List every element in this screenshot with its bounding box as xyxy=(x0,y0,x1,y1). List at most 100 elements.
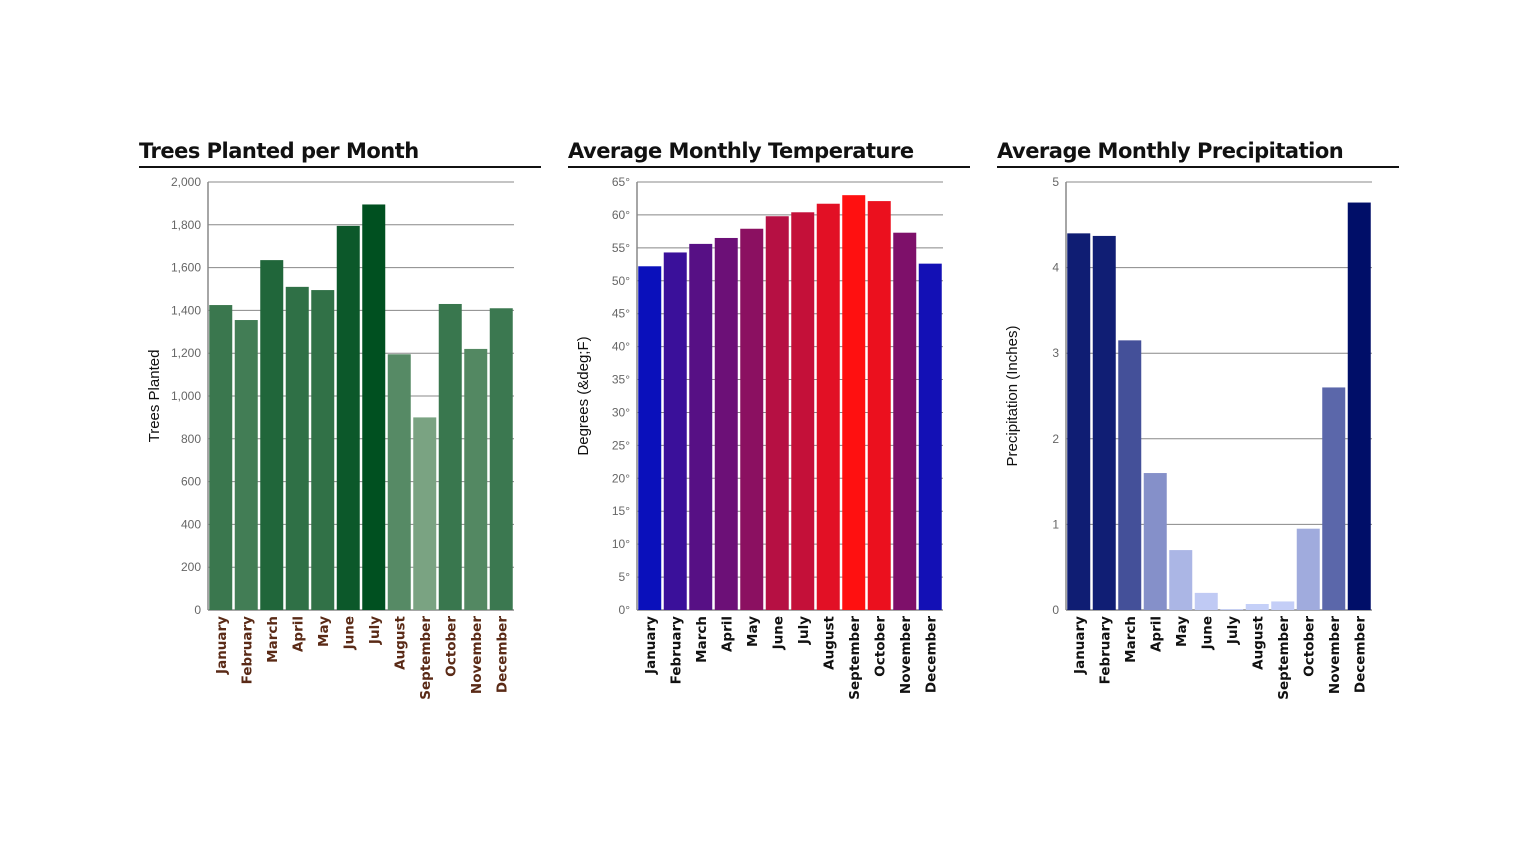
y-tick-label: 0 xyxy=(194,603,201,617)
x-tick-label: April xyxy=(290,616,306,652)
bar-december xyxy=(918,263,942,610)
trees-chart-panel: Trees Planted per Month 0 200 400 600 800 1,0… xyxy=(139,138,541,708)
y-tick-label: 65° xyxy=(612,175,630,189)
x-tick-label: August xyxy=(821,615,837,669)
y-axis-label: Degrees (&deg;F) xyxy=(575,336,592,455)
x-tick-label: January xyxy=(1072,616,1088,675)
x-tick-label: September xyxy=(418,616,434,700)
x-tick-label: June xyxy=(770,616,786,650)
bar-july xyxy=(1220,609,1244,610)
y-tick-label: 1,400 xyxy=(171,303,201,317)
y-tick-label: 2 xyxy=(1052,432,1059,446)
y-tick-label: 1,800 xyxy=(171,218,201,232)
x-tick-label: December xyxy=(494,616,510,693)
x-tick-label: May xyxy=(1174,616,1190,647)
x-tick-label: July xyxy=(796,616,812,645)
bar-august xyxy=(1245,604,1269,610)
bar-october xyxy=(1296,528,1320,610)
y-tick-label: 0 xyxy=(1052,603,1059,617)
bar-june xyxy=(1194,592,1218,610)
x-tick-label: June xyxy=(1199,616,1215,650)
x-tick-label: October xyxy=(443,616,459,677)
x-tick-label: April xyxy=(719,616,735,652)
y-tick-label: 600 xyxy=(181,475,201,489)
y-tick-label: 45° xyxy=(612,307,630,321)
bar-may xyxy=(311,290,335,610)
x-tick-label: January xyxy=(643,616,659,675)
y-tick-label: 10° xyxy=(612,537,630,551)
bar-february xyxy=(663,252,687,610)
bar-september xyxy=(413,417,437,610)
x-tick-label: November xyxy=(1327,616,1343,694)
y-tick-label: 55° xyxy=(612,241,630,255)
y-tick-label: 2,000 xyxy=(171,175,201,189)
bar-february xyxy=(1092,235,1116,610)
y-tick-label: 0° xyxy=(619,603,631,617)
bar-september xyxy=(1271,601,1295,610)
title-underline xyxy=(997,166,1399,168)
bar-july xyxy=(362,204,386,610)
bar-december xyxy=(489,308,513,610)
bar-february xyxy=(234,320,258,610)
bar-march xyxy=(689,243,713,610)
bar-january xyxy=(209,305,233,610)
x-tick-label: August xyxy=(392,615,408,669)
bar-june xyxy=(765,216,789,611)
x-tick-label: June xyxy=(341,616,357,650)
x-tick-label: March xyxy=(265,616,281,663)
bar-march xyxy=(1118,340,1142,610)
bar-october xyxy=(867,201,891,610)
y-tick-label: 200 xyxy=(181,560,201,574)
precipitation-chart-panel: Average Monthly Precipitation 0 1 2 3 4 5 Janu… xyxy=(997,138,1399,708)
y-tick-label: 1 xyxy=(1052,517,1059,531)
y-tick-label: 400 xyxy=(181,517,201,531)
temperature-chart-panel: Average Monthly Temperature 0° 5° 10° 15° 20… xyxy=(568,138,970,708)
bar-january xyxy=(638,266,662,610)
bar-august xyxy=(816,203,840,610)
x-tick-label: July xyxy=(367,616,383,645)
x-tick-label: September xyxy=(1276,616,1292,700)
y-tick-label: 20° xyxy=(612,471,630,485)
y-tick-label: 60° xyxy=(612,208,630,222)
x-tick-label: May xyxy=(745,616,761,647)
x-tick-label: November xyxy=(469,616,485,694)
bar-april xyxy=(1143,473,1167,610)
bar-november xyxy=(1322,387,1346,610)
x-tick-label: December xyxy=(923,616,939,693)
bar-april xyxy=(285,286,309,610)
bar-august xyxy=(387,354,411,610)
x-tick-label: April xyxy=(1148,616,1164,652)
chart-title: Average Monthly Precipitation xyxy=(997,139,1344,163)
x-tick-label: October xyxy=(872,616,888,677)
bar-october xyxy=(438,303,462,610)
bar-june xyxy=(336,225,360,610)
y-tick-label: 50° xyxy=(612,274,630,288)
x-tick-label: October xyxy=(1301,616,1317,677)
bar-december xyxy=(1347,202,1371,610)
chart-title: Average Monthly Temperature xyxy=(568,139,914,163)
x-tick-label: September xyxy=(847,616,863,700)
x-tick-label: February xyxy=(239,616,255,685)
precipitation-bar-chart: 0 1 2 3 4 5 January February March April May June Ju… xyxy=(1004,175,1372,700)
y-tick-label: 3 xyxy=(1052,346,1059,360)
x-tick-label: March xyxy=(694,616,710,663)
x-tick-label: August xyxy=(1250,615,1266,669)
bar-may xyxy=(1169,550,1193,610)
x-tick-label: November xyxy=(898,616,914,694)
chart-title: Trees Planted per Month xyxy=(139,139,419,163)
y-tick-label: 25° xyxy=(612,438,630,452)
bar-january xyxy=(1067,233,1091,611)
x-tick-label: February xyxy=(668,616,684,685)
x-tick-label: July xyxy=(1225,616,1241,645)
x-tick-label: March xyxy=(1123,616,1139,663)
x-tick-label: December xyxy=(1352,616,1368,693)
bar-may xyxy=(740,228,764,610)
y-tick-label: 40° xyxy=(612,340,630,354)
y-tick-label: 30° xyxy=(612,405,630,419)
bar-april xyxy=(714,237,738,610)
trees-bar-chart: 0 200 400 600 800 1,000 1,200 1,400 1,600 1,800 2,… xyxy=(146,175,514,700)
x-tick-label: January xyxy=(214,616,230,675)
y-axis-label: Trees Planted xyxy=(146,350,163,443)
x-tick-label: February xyxy=(1097,616,1113,685)
y-tick-label: 1,200 xyxy=(171,346,201,360)
